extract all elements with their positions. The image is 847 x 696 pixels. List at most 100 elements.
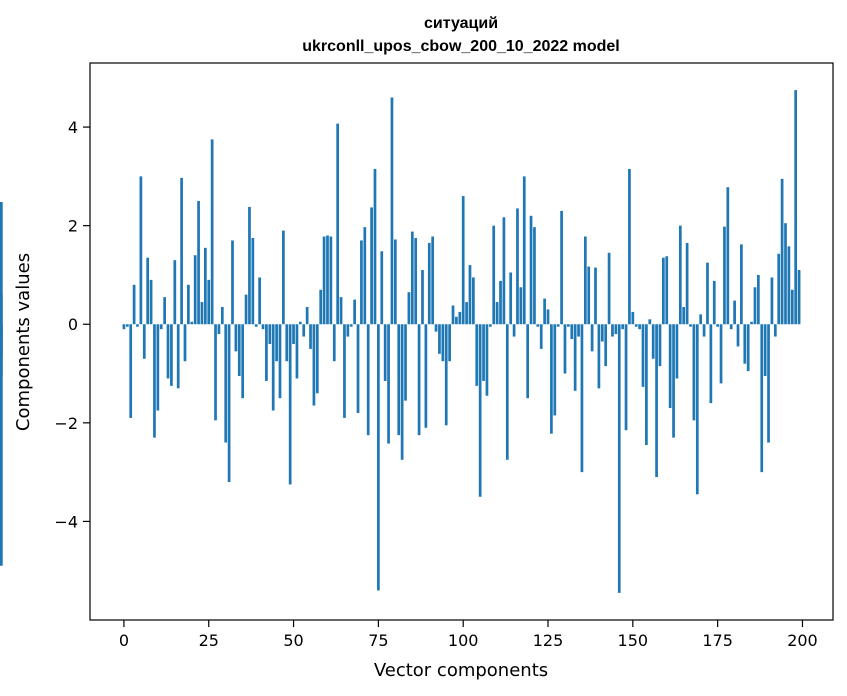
x-tick-label: 200 bbox=[787, 631, 818, 650]
bar-14 bbox=[170, 324, 173, 386]
bar-105 bbox=[478, 324, 482, 497]
bar-89 bbox=[424, 324, 428, 428]
bar-95 bbox=[444, 324, 448, 426]
bar-58 bbox=[319, 289, 323, 325]
bar-15 bbox=[173, 260, 177, 325]
bar-93 bbox=[438, 324, 441, 354]
bar-0 bbox=[122, 324, 126, 330]
bar-127 bbox=[553, 324, 557, 416]
bar-109 bbox=[492, 225, 496, 325]
bar-145 bbox=[614, 324, 618, 335]
bar-184 bbox=[746, 324, 750, 372]
bar-96 bbox=[448, 324, 451, 362]
bar-65 bbox=[343, 324, 346, 418]
bar-72 bbox=[366, 324, 370, 436]
bar-149 bbox=[628, 168, 631, 325]
bar-45 bbox=[275, 324, 278, 362]
bar-67 bbox=[349, 324, 353, 327]
bar-10 bbox=[156, 324, 160, 411]
bar-75 bbox=[377, 324, 380, 591]
bar-series bbox=[0, 90, 801, 593]
bar-88 bbox=[421, 270, 424, 325]
bar-162 bbox=[672, 324, 675, 438]
bar-151 bbox=[634, 324, 638, 327]
bar-undefined bbox=[0, 324, 3, 566]
bar-194 bbox=[780, 178, 784, 325]
bar-122 bbox=[536, 324, 540, 327]
bar-196 bbox=[787, 246, 791, 325]
x-tick-label: 50 bbox=[283, 631, 303, 650]
bar-142 bbox=[604, 324, 608, 367]
bar-175 bbox=[716, 324, 719, 327]
bar-59 bbox=[322, 236, 326, 325]
bar-47 bbox=[282, 230, 285, 325]
bar-28 bbox=[217, 324, 221, 335]
bar-143 bbox=[607, 252, 611, 325]
bar-135 bbox=[580, 324, 584, 473]
bar-187 bbox=[757, 274, 760, 325]
bar-101 bbox=[465, 302, 468, 325]
bar-71 bbox=[363, 227, 367, 325]
bar-70 bbox=[360, 240, 363, 325]
bar-46 bbox=[278, 324, 282, 399]
bar-8 bbox=[149, 279, 153, 325]
bar-97 bbox=[451, 305, 455, 325]
bar-99 bbox=[458, 311, 462, 325]
bar-179 bbox=[729, 324, 733, 330]
bar-33 bbox=[234, 324, 238, 352]
bar-50 bbox=[292, 324, 295, 344]
bar-80 bbox=[393, 239, 397, 325]
bar-86 bbox=[414, 237, 418, 325]
bar-11 bbox=[159, 324, 163, 330]
bar-155 bbox=[648, 319, 652, 325]
bar-2 bbox=[129, 324, 133, 418]
bar-22 bbox=[197, 201, 200, 325]
bar-188 bbox=[760, 324, 764, 473]
bar-110 bbox=[495, 302, 499, 325]
y-tick-label: 0 bbox=[68, 315, 78, 334]
bar-68 bbox=[353, 299, 356, 325]
bar-87 bbox=[417, 324, 421, 436]
bar-48 bbox=[285, 324, 289, 362]
bar-121 bbox=[533, 227, 536, 325]
bar-154 bbox=[645, 324, 648, 446]
bar-181 bbox=[736, 324, 740, 347]
bar-130 bbox=[563, 324, 567, 374]
bar-132 bbox=[570, 324, 574, 340]
bar-55 bbox=[309, 324, 312, 349]
bar-56 bbox=[312, 324, 316, 406]
y-tick-label: −2 bbox=[54, 414, 78, 433]
bar-41 bbox=[261, 324, 265, 330]
bar-183 bbox=[743, 324, 747, 364]
bar-172 bbox=[706, 262, 709, 325]
bar-24 bbox=[203, 247, 207, 325]
y-axis-label: Components values bbox=[13, 253, 34, 431]
bar-192 bbox=[773, 324, 777, 337]
bar-174 bbox=[712, 280, 716, 325]
bar-38 bbox=[251, 237, 255, 325]
bar-34 bbox=[237, 324, 241, 377]
bar-39 bbox=[254, 324, 258, 327]
bar-18 bbox=[183, 324, 187, 362]
bar-199 bbox=[797, 270, 801, 325]
bar-42 bbox=[265, 324, 268, 381]
bar-61 bbox=[329, 236, 333, 325]
bar-139 bbox=[594, 267, 597, 325]
bar-116 bbox=[516, 208, 519, 325]
bar-159 bbox=[662, 257, 665, 325]
bar-12 bbox=[163, 297, 166, 325]
bar-85 bbox=[410, 231, 414, 325]
bar-103 bbox=[472, 277, 475, 325]
bar-37 bbox=[248, 206, 251, 325]
x-tick-label: 150 bbox=[618, 631, 649, 650]
bar-141 bbox=[600, 324, 604, 342]
bar-182 bbox=[740, 244, 743, 325]
plot-frame bbox=[89, 62, 834, 621]
x-axis-ticks: 0 25 50 75 100 125 150 175 200 bbox=[119, 620, 818, 650]
bar-4 bbox=[136, 324, 139, 327]
bar-117 bbox=[519, 287, 523, 325]
bar-32 bbox=[231, 240, 234, 325]
bar-19 bbox=[187, 284, 190, 325]
bar-197 bbox=[790, 289, 794, 325]
